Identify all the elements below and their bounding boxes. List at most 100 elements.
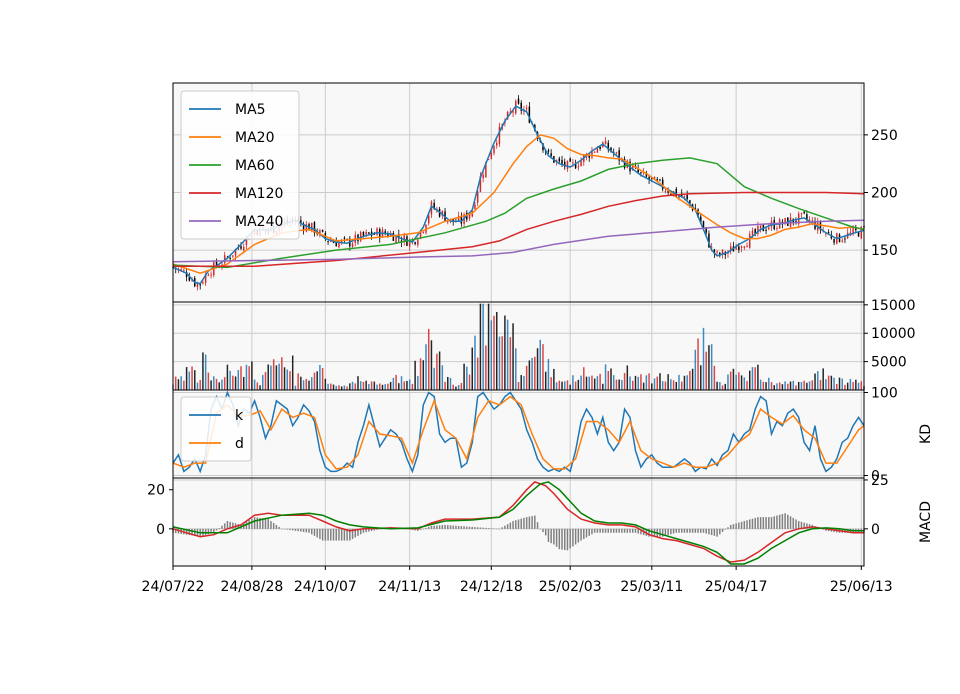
legend-kd: kd <box>180 396 252 462</box>
histogram-bar <box>185 528 188 535</box>
histogram-bar <box>365 528 367 533</box>
candle-body <box>637 168 639 173</box>
candle-body <box>618 150 620 161</box>
volume-bar <box>781 384 784 390</box>
candle-body <box>591 150 593 158</box>
volume-bar <box>444 381 446 390</box>
histogram-bar <box>305 528 308 533</box>
volume-bar <box>778 382 781 390</box>
candle-body <box>191 280 193 282</box>
histogram-bar <box>558 528 561 550</box>
series-line-ma60 <box>172 157 865 269</box>
histogram-bar <box>379 528 381 530</box>
candle-body <box>844 238 846 240</box>
volume-bar <box>700 365 702 390</box>
candle-body <box>398 234 400 239</box>
volume-bar <box>509 337 512 390</box>
axis-label-macd: MACD <box>918 501 934 543</box>
volume-bar <box>248 366 250 390</box>
volume-bar <box>343 385 346 390</box>
candle-body <box>661 179 664 190</box>
candle-body <box>640 172 642 174</box>
candle-body <box>795 221 797 223</box>
histogram-bar <box>362 528 365 533</box>
volume-bar <box>501 336 503 390</box>
candle-body <box>604 140 607 145</box>
volume-bar <box>436 353 438 390</box>
volume-bar <box>259 385 261 390</box>
volume-bar <box>463 363 465 390</box>
volume-bar <box>678 374 680 390</box>
candle-body <box>855 227 857 231</box>
candle-body <box>803 211 805 214</box>
volume-bar <box>485 345 487 390</box>
candle-body <box>833 239 835 243</box>
candle-body <box>743 246 746 248</box>
candle-body <box>757 226 759 234</box>
panel-bg-volume <box>173 302 864 390</box>
histogram-bar <box>417 528 419 531</box>
volume-bar <box>185 367 188 390</box>
candle-body <box>487 159 490 161</box>
candle-body <box>392 233 395 241</box>
volume-bar <box>234 376 237 390</box>
series-line-d <box>172 395 865 470</box>
histogram-bar <box>846 528 849 533</box>
series-line-ma120 <box>173 191 865 268</box>
histogram-bar <box>612 528 615 533</box>
volume-bar <box>289 371 291 390</box>
volume-bar <box>806 382 808 390</box>
histogram-bar <box>800 521 803 529</box>
legend-label-ma60: MA60 <box>235 158 274 174</box>
volume-bar <box>553 368 555 390</box>
volume-bar <box>221 379 223 390</box>
candle-body <box>645 172 648 177</box>
candle-body <box>800 212 803 214</box>
y-tick-label-KD: 0 <box>871 469 880 485</box>
histogram-bar <box>629 528 631 533</box>
histogram-bar <box>672 528 675 534</box>
histogram-bar <box>479 527 482 529</box>
histogram-bar <box>729 524 732 529</box>
candle-body <box>460 216 463 224</box>
candle-body <box>525 107 528 109</box>
volume-bar <box>400 376 403 390</box>
candle-body <box>860 226 863 239</box>
histogram-bar <box>253 517 256 529</box>
candle-body <box>305 224 308 232</box>
volume-bar <box>748 370 751 390</box>
legend-label-ma20: MA20 <box>235 130 274 146</box>
candle-body <box>232 255 234 257</box>
axis-label-kd: KD <box>918 424 934 444</box>
candle-body <box>563 161 566 167</box>
volume-bar <box>457 384 460 390</box>
volume-bar <box>381 384 384 390</box>
histogram-bar <box>466 526 468 529</box>
volume-bar <box>599 373 601 390</box>
volume-bar <box>694 349 697 390</box>
histogram-bar <box>651 528 653 537</box>
candle-body <box>495 142 498 146</box>
volume-bar <box>632 380 634 390</box>
volume-bar <box>819 379 822 390</box>
volume-bar <box>531 357 533 390</box>
volume-bar <box>406 380 408 390</box>
histogram-bar <box>778 514 781 529</box>
histogram-bar <box>340 528 343 541</box>
histogram-bar <box>485 527 487 529</box>
histogram-bar <box>270 521 272 529</box>
histogram-bar <box>433 525 435 529</box>
y-tick-label-macd-left: 0 <box>156 522 165 538</box>
volume-bar <box>291 355 294 390</box>
volume-bar <box>653 378 656 390</box>
candle-body <box>550 153 552 157</box>
volume-bar <box>438 351 441 390</box>
volume-bar <box>648 373 650 390</box>
histogram-bar <box>441 525 444 529</box>
volume-bar <box>479 303 482 390</box>
histogram-bar <box>569 528 571 549</box>
candle-body <box>482 174 484 179</box>
histogram-bar <box>618 528 620 533</box>
candle-body <box>240 246 242 249</box>
histogram-bar <box>547 528 550 542</box>
